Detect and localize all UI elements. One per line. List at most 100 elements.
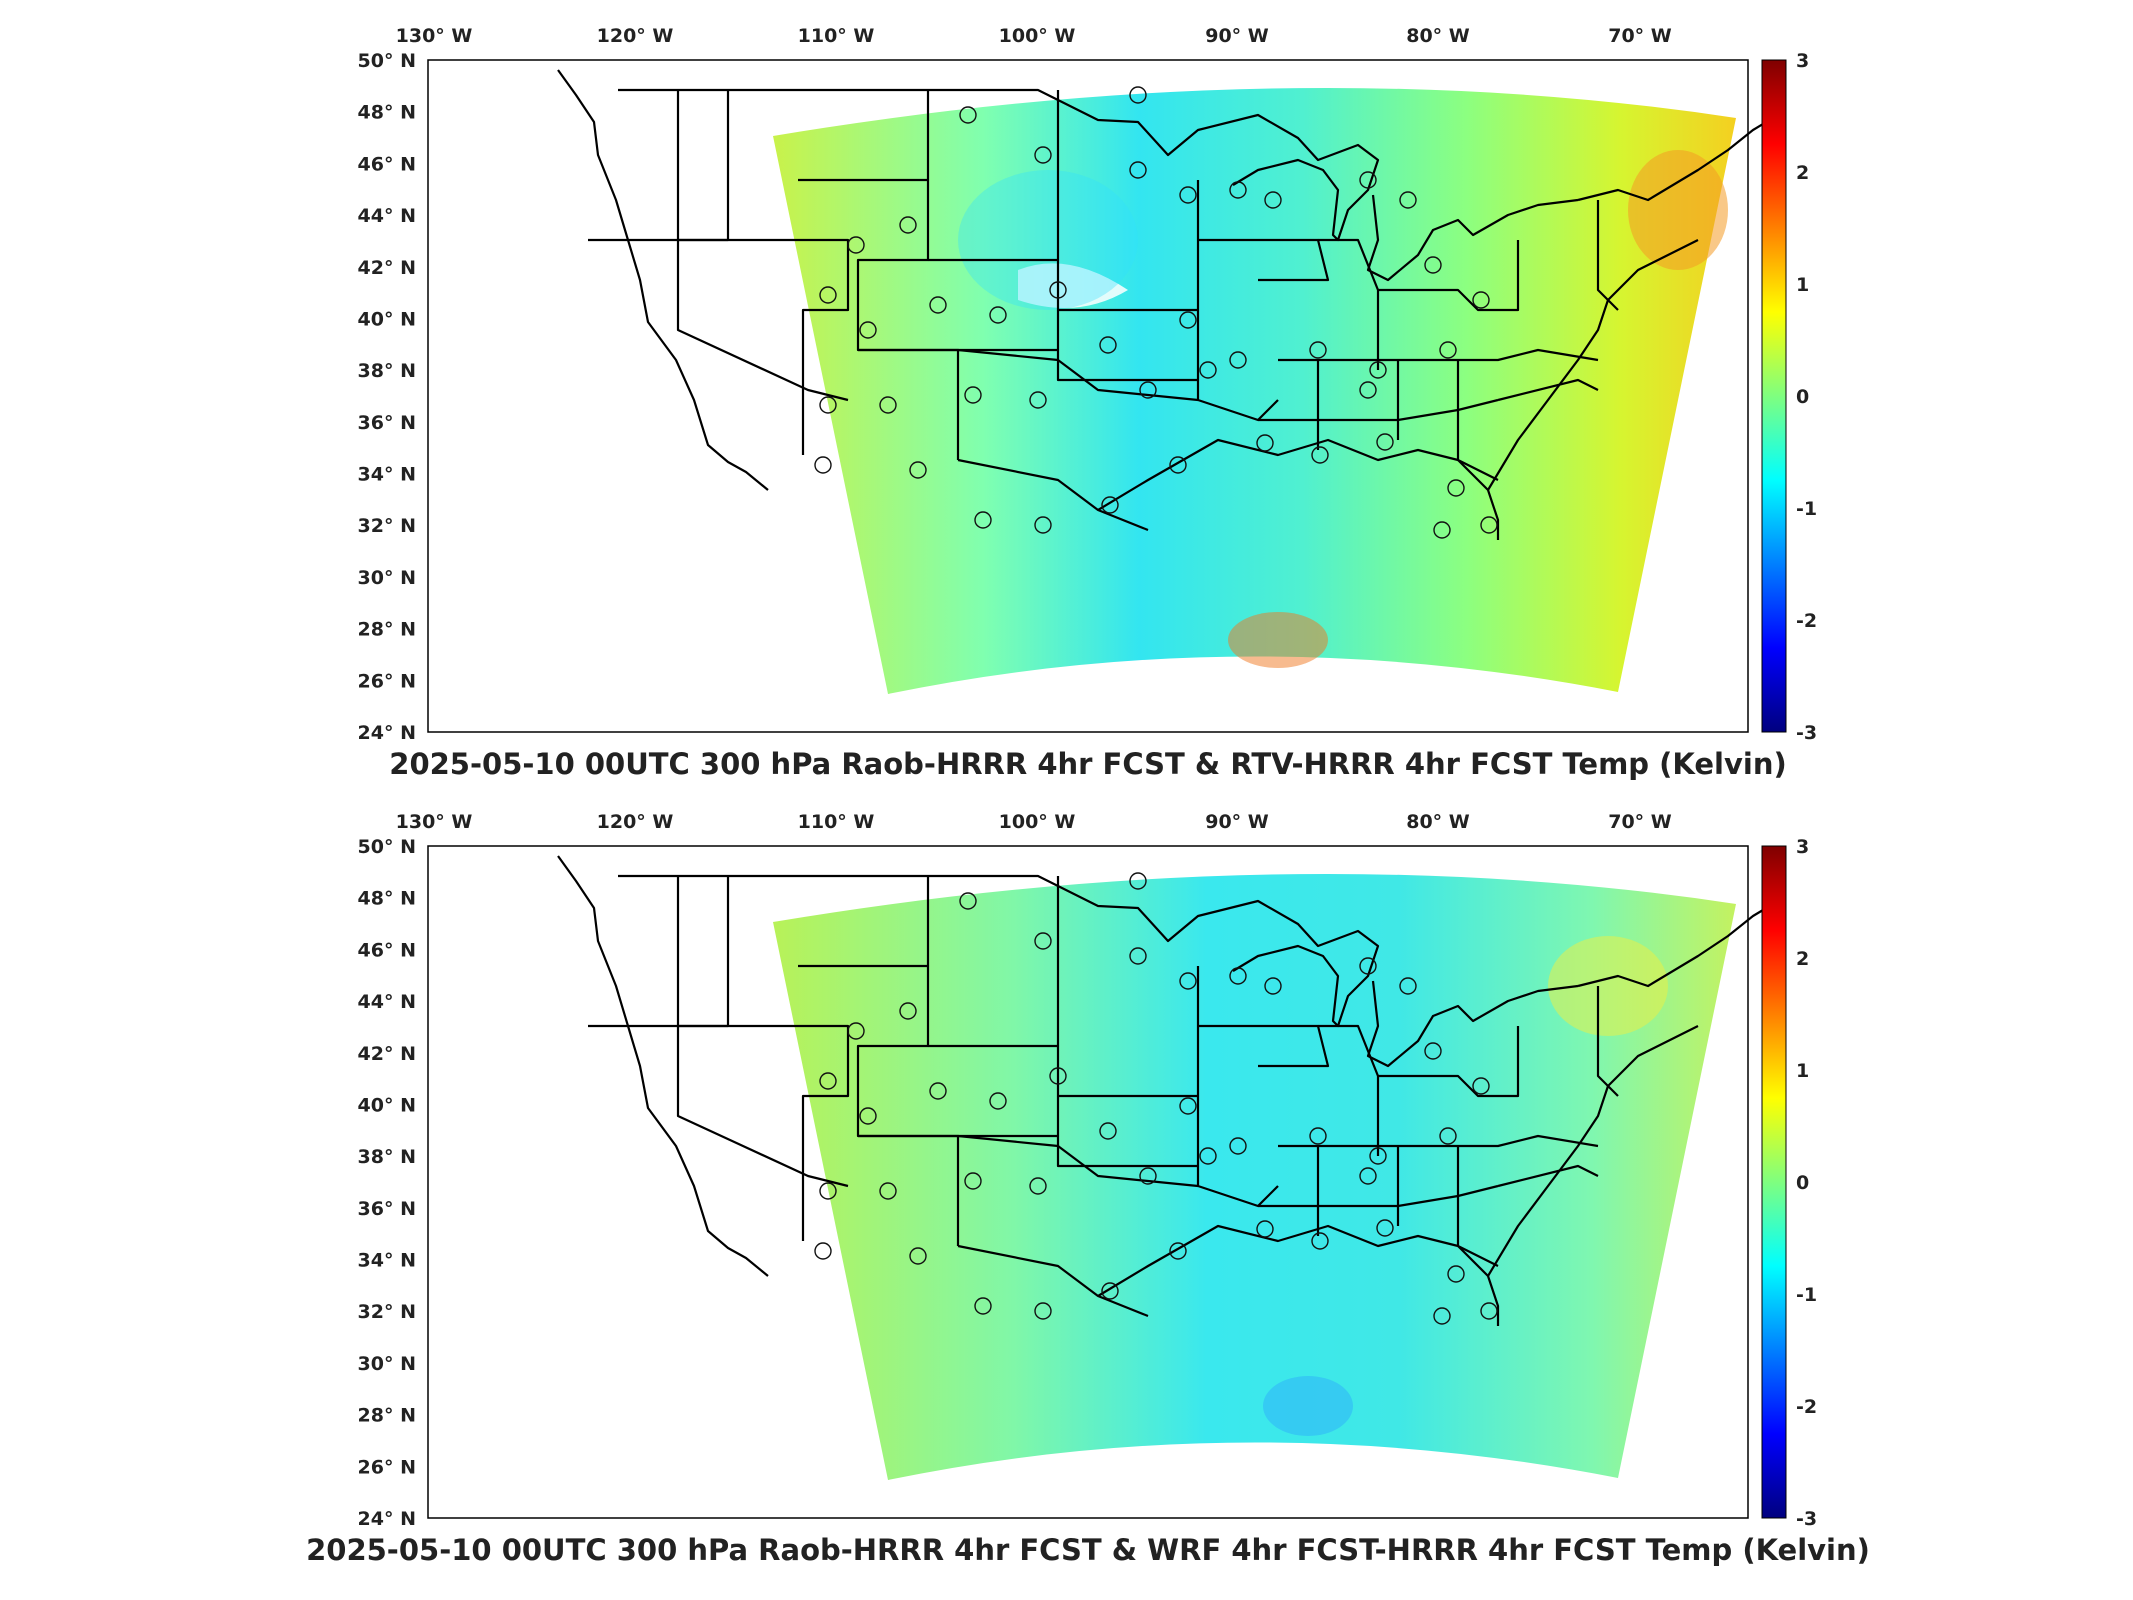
raob-station-marker (1311, 446, 1329, 464)
lat-tick-label: 38° N (358, 1146, 416, 1168)
lat-tick-label: 48° N (358, 102, 416, 124)
raob-station-marker (1129, 872, 1147, 890)
raob-station-marker (1399, 191, 1417, 209)
raob-station-marker (989, 1092, 1007, 1110)
colorbar-gradient (1761, 845, 1787, 1519)
lat-tick-label: 34° N (358, 464, 416, 486)
raob-station-marker (1229, 351, 1247, 369)
lat-tick-label: 26° N (358, 670, 416, 692)
station-markers (814, 872, 1498, 1325)
lon-tick-label: 110° W (798, 25, 875, 47)
colorbar-tick-label: -3 (1796, 722, 1817, 744)
lat-tick-label: 26° N (358, 1456, 416, 1478)
raob-station-marker (1309, 341, 1327, 359)
axis-labels: 130° W 120° W 110° W 100° W 90° W 80° W 70° W 5… (306, 25, 1870, 1567)
raob-station-marker (1256, 434, 1274, 452)
raob-station-marker (1480, 516, 1498, 534)
colorbar-tick-label: 1 (1796, 1060, 1809, 1082)
raob-station-marker (1264, 977, 1282, 995)
lon-tick-label: 70° W (1608, 811, 1672, 833)
colorbar-tick-label: 1 (1796, 274, 1809, 296)
raob-station-marker (899, 216, 917, 234)
raob-station-marker (1049, 281, 1067, 299)
raob-station-marker (1101, 1282, 1119, 1300)
lat-tick-label: 30° N (358, 567, 416, 589)
raob-station-marker (814, 1242, 832, 1260)
raob-station-marker (1399, 977, 1417, 995)
lon-tick-label: 90° W (1205, 811, 1269, 833)
missing-data-patch (1018, 263, 1128, 308)
raob-station-marker (959, 106, 977, 124)
raob-station-marker (1199, 1147, 1217, 1165)
lon-tick-label: 120° W (597, 811, 674, 833)
raob-station-marker (974, 1297, 992, 1315)
raob-station-marker (1129, 86, 1147, 104)
raob-station-marker (1264, 191, 1282, 209)
station-markers (814, 86, 1498, 539)
lon-tick-label: 130° W (396, 25, 473, 47)
lat-tick-label: 28° N (358, 619, 416, 641)
raob-station-marker (1129, 947, 1147, 965)
raob-station-marker (1229, 181, 1247, 199)
raob-station-marker (847, 1022, 865, 1040)
colorbar-rtv (1761, 59, 1787, 733)
raob-station-marker (1034, 1302, 1052, 1320)
raob-station-marker (1433, 521, 1451, 539)
colorbar-tick-label: 3 (1796, 50, 1809, 72)
raob-station-marker (1129, 161, 1147, 179)
raob-station-marker (1311, 1232, 1329, 1250)
cool-anomaly (958, 170, 1138, 310)
colorbar-tick-label: -1 (1796, 498, 1817, 520)
lat-tick-label: 24° N (358, 1508, 416, 1530)
raob-station-marker (1034, 516, 1052, 534)
raob-station-marker (819, 286, 837, 304)
lat-tick-label: 36° N (358, 1198, 416, 1220)
panel-title: 2025-05-10 00UTC 300 hPa Raob-HRRR 4hr F… (306, 1533, 1870, 1567)
raob-station-marker (1034, 146, 1052, 164)
raob-station-marker (1099, 336, 1117, 354)
map-panel-wrf (427, 845, 1780, 1519)
lat-tick-label: 28° N (358, 1405, 416, 1427)
raob-station-marker (1447, 479, 1465, 497)
colorbar-tick-label: -2 (1796, 610, 1817, 632)
lat-tick-label: 38° N (358, 360, 416, 382)
lon-tick-label: 90° W (1205, 25, 1269, 47)
warm-anomaly (1228, 612, 1328, 668)
lat-tick-label: 24° N (358, 722, 416, 744)
raob-station-marker (989, 306, 1007, 324)
colorbar-gradient (1761, 59, 1787, 733)
lat-tick-label: 36° N (358, 412, 416, 434)
raob-station-marker (859, 321, 877, 339)
raob-station-marker (1229, 967, 1247, 985)
raob-station-marker (1472, 1077, 1490, 1095)
lon-tick-label: 120° W (597, 25, 674, 47)
raob-station-marker (879, 396, 897, 414)
lat-tick-label: 48° N (358, 888, 416, 910)
raob-station-marker (1101, 496, 1119, 514)
raob-station-marker (1179, 1097, 1197, 1115)
colorbar-tick-label: -2 (1796, 1396, 1817, 1418)
raob-station-marker (1139, 1167, 1157, 1185)
raob-station-marker (1179, 186, 1197, 204)
raob-station-marker (1359, 1167, 1377, 1185)
raob-station-marker (1139, 381, 1157, 399)
lat-tick-label: 46° N (358, 153, 416, 175)
raob-station-marker (1424, 1042, 1442, 1060)
colorbar-tick-label: -3 (1796, 1508, 1817, 1530)
raob-station-marker (1376, 1219, 1394, 1237)
lon-tick-label: 80° W (1406, 811, 1470, 833)
raob-station-marker (929, 1082, 947, 1100)
raob-station-marker (1424, 256, 1442, 274)
lon-tick-label: 80° W (1406, 25, 1470, 47)
temperature-field (773, 873, 1736, 1480)
lon-tick-label: 110° W (798, 811, 875, 833)
lat-tick-label: 44° N (358, 205, 416, 227)
lat-tick-label: 32° N (358, 515, 416, 537)
raob-station-marker (899, 1002, 917, 1020)
lon-tick-label: 70° W (1608, 25, 1672, 47)
raob-station-marker (859, 1107, 877, 1125)
colorbar-tick-label: 0 (1796, 386, 1809, 408)
lat-tick-label: 30° N (358, 1353, 416, 1375)
warm-anomaly (1628, 150, 1728, 270)
